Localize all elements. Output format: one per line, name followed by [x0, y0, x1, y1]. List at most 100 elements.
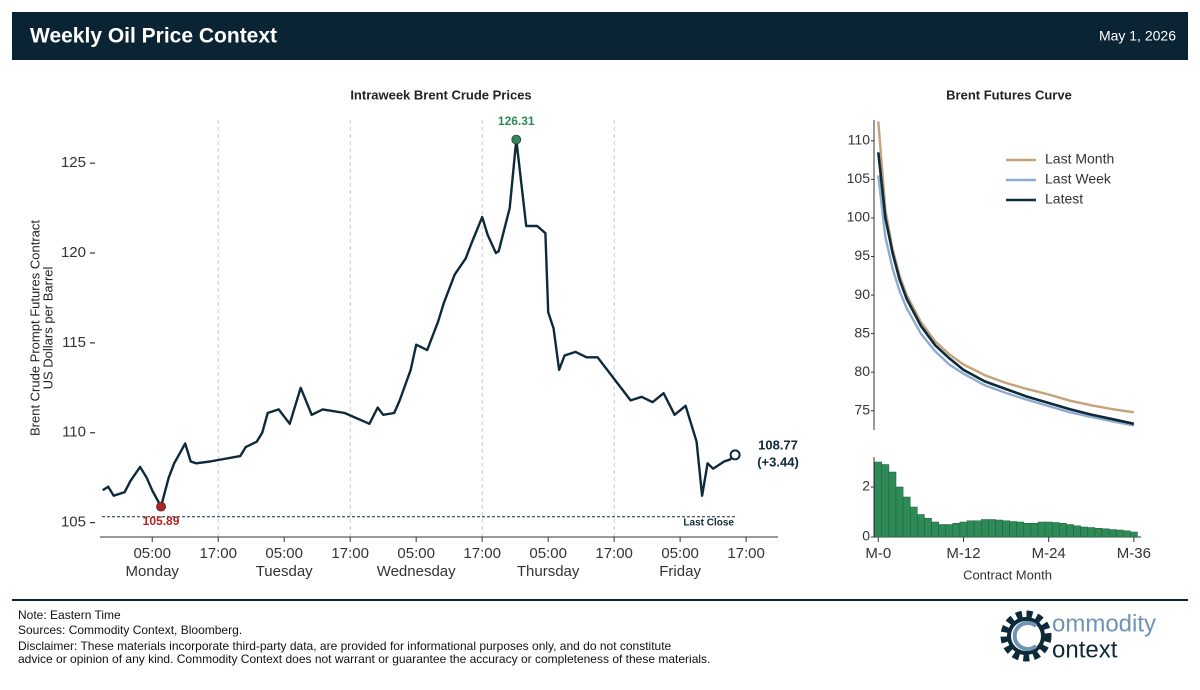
bar	[1066, 524, 1074, 538]
chart-title: Brent Futures Curve	[946, 87, 1072, 102]
x-tick-label: 05:00	[133, 545, 171, 562]
y-tick-label: 85	[854, 324, 870, 340]
bar	[980, 519, 989, 538]
bar	[973, 520, 982, 538]
data-line	[102, 138, 736, 508]
bar	[1016, 521, 1025, 538]
x-tick-label: 17:00	[463, 545, 501, 562]
y-tick-label: 80	[854, 363, 870, 379]
y-tick-label: 115	[62, 334, 86, 351]
bar	[888, 471, 897, 538]
bar	[1130, 531, 1138, 538]
bar	[988, 519, 996, 538]
logo-ring	[1007, 617, 1045, 655]
x-tick-label: 05:00	[397, 545, 435, 562]
bar	[1030, 523, 1039, 538]
x-tick-label: 17:00	[727, 545, 765, 562]
x-tick-label: 05:00	[265, 545, 303, 562]
header-title: Weekly Oil Price Context	[30, 25, 277, 48]
bar	[909, 506, 918, 538]
x-tick-label: 17:00	[199, 545, 237, 562]
day-label: Friday	[659, 563, 701, 580]
low-marker	[156, 501, 166, 512]
footer-note: Note: Eastern Time	[18, 608, 121, 622]
legend-label: Last Month	[1045, 151, 1114, 167]
x-tick-label: 05:00	[661, 545, 699, 562]
y-tick-label: 120	[61, 244, 86, 261]
y-tick-label: 105	[847, 170, 871, 186]
y-tick-label: 100	[847, 209, 871, 225]
bar	[1023, 523, 1032, 538]
data-line	[877, 152, 1135, 426]
day-label: Thursday	[517, 563, 580, 580]
change-label: (+3.44)	[757, 454, 799, 469]
bar	[1002, 520, 1010, 538]
bar	[931, 521, 939, 538]
reference-label: Last Close	[683, 517, 734, 528]
bar	[1080, 526, 1088, 538]
bar	[995, 519, 1003, 538]
bar	[959, 521, 968, 538]
last-marker	[729, 449, 741, 461]
y-tick-label: 95	[854, 247, 870, 263]
logo: ommodity ontext	[1000, 610, 1156, 663]
bar	[1037, 521, 1046, 538]
x-axis-label: Contract Month	[963, 567, 1052, 582]
logo-c	[1012, 621, 1038, 651]
chart-title: Intraweek Brent Crude Prices	[350, 87, 531, 102]
low-label: 105.89	[143, 514, 180, 528]
bar	[1009, 521, 1017, 538]
day-label: Wednesday	[377, 563, 456, 580]
footer-disclaimer: Disclaimer: These materials incorporate …	[18, 639, 672, 653]
footer-disclaimer: advice or opinion of any kind. Commodity…	[18, 652, 710, 666]
y-tick-label: 110	[848, 132, 871, 148]
high-marker	[511, 134, 522, 145]
bar	[1073, 525, 1081, 538]
bar	[1115, 529, 1124, 538]
bar	[952, 523, 961, 538]
legend-label: Latest	[1045, 191, 1083, 207]
y-tick-label: 2	[862, 478, 870, 494]
x-tick-label: M-24	[1032, 545, 1066, 562]
bar	[902, 496, 911, 538]
y-tick-label: 125	[61, 154, 86, 171]
day-label: Tuesday	[256, 563, 313, 580]
logo-text: ommodity	[1052, 610, 1156, 637]
bar	[1094, 528, 1103, 538]
bar	[1059, 523, 1067, 538]
data-line	[877, 175, 1135, 427]
y-tick-label: 90	[854, 286, 870, 302]
last-label: 108.77	[758, 437, 798, 452]
bar	[874, 461, 883, 538]
y-tick-label: 0	[862, 528, 870, 544]
header-date: May 1, 2026	[1099, 28, 1176, 44]
y-tick-label: 105	[61, 514, 86, 531]
bar	[1122, 530, 1131, 538]
footer-sources: Sources: Commodity Context, Bloomberg.	[18, 623, 242, 637]
x-tick-label: M-36	[1117, 545, 1151, 562]
logo-gear	[1000, 610, 1052, 662]
high-label: 126.31	[498, 114, 535, 128]
bar	[1087, 527, 1096, 538]
x-tick-label: M-0	[865, 545, 891, 562]
bar	[917, 514, 925, 538]
bar	[1051, 522, 1060, 538]
day-label: Monday	[126, 563, 180, 580]
x-tick-label: M-12	[946, 545, 980, 562]
bar	[881, 464, 890, 538]
x-tick-label: 17:00	[331, 545, 369, 562]
logo-text: ontext	[1052, 636, 1118, 663]
bar	[945, 524, 954, 538]
header-bar	[12, 12, 1188, 60]
bar	[1044, 521, 1053, 538]
bar	[895, 486, 904, 538]
bar	[1108, 529, 1117, 538]
y-tick-label: 75	[854, 401, 870, 417]
y-tick-label: 110	[62, 424, 86, 441]
bar	[1101, 528, 1110, 538]
bar	[924, 518, 932, 538]
bar	[966, 520, 975, 538]
legend-label: Last Week	[1045, 171, 1112, 187]
